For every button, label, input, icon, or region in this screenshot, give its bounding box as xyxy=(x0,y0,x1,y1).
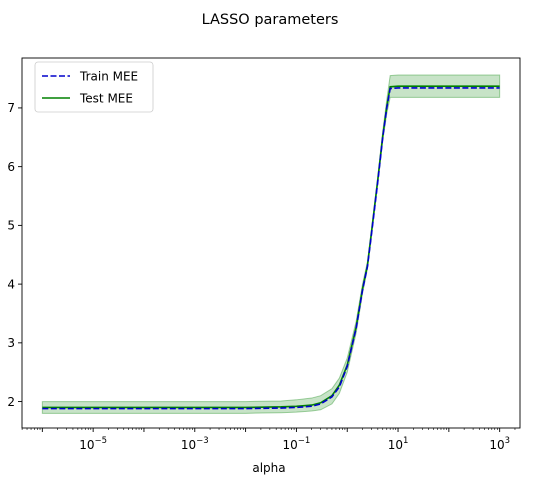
x-tick-label: 10−5 xyxy=(79,436,107,452)
test-mee-line xyxy=(42,86,499,407)
y-tick-label: 3 xyxy=(7,336,15,350)
y-tick-label: 5 xyxy=(7,219,15,233)
y-tick-label: 6 xyxy=(7,160,15,174)
plot-area xyxy=(42,75,499,413)
train-mee-line xyxy=(42,88,499,409)
x-axis-label: alpha xyxy=(252,461,285,475)
x-tick-label: 101 xyxy=(388,436,409,452)
x-tick-label: 103 xyxy=(489,436,510,452)
x-axis-ticks: 10−5 10−3 10−1 101 103 xyxy=(22,428,515,452)
test-mee-std-band xyxy=(42,75,499,413)
y-tick-label: 4 xyxy=(7,277,15,291)
x-tick-label: 10−3 xyxy=(181,436,209,452)
y-tick-label: 2 xyxy=(7,395,15,409)
chart-title: LASSO parameters xyxy=(202,12,339,28)
legend-train-label: Train MEE xyxy=(79,70,138,84)
x-tick-label: 10−1 xyxy=(283,436,311,452)
y-tick-label: 7 xyxy=(7,101,15,115)
legend: Train MEE Test MEE xyxy=(35,62,153,112)
axes-frame xyxy=(22,58,520,428)
legend-test-label: Test MEE xyxy=(79,92,133,106)
y-axis-ticks: 2 3 4 5 6 7 xyxy=(7,101,22,409)
